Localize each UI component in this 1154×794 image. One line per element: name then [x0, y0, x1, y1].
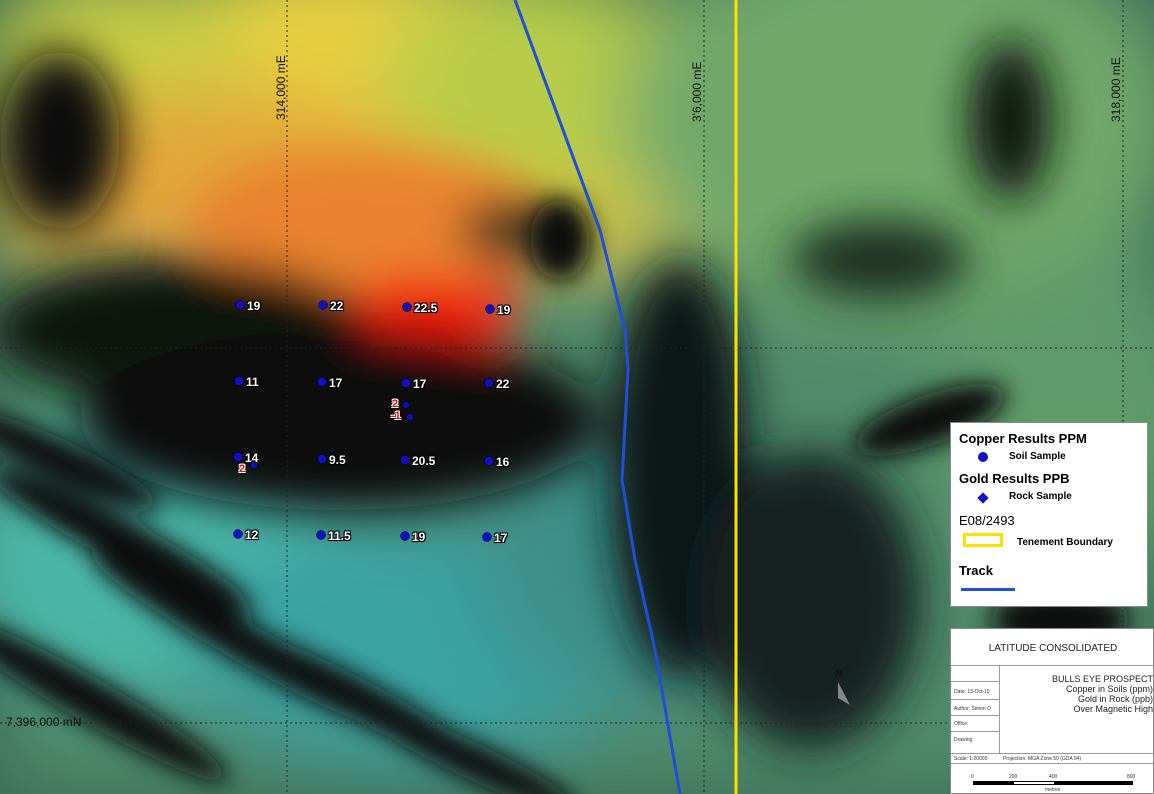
- copper-value-label: 17: [494, 531, 508, 545]
- track-line: [513, 0, 682, 794]
- track-symbol: [961, 588, 1015, 591]
- gold-value-label: -1: [391, 410, 401, 422]
- soil-sample-marker: [402, 302, 412, 312]
- legend-gold-title: Gold Results PPB: [959, 471, 1070, 486]
- scale-tick-label: 800: [1127, 774, 1136, 780]
- north-label: N: [835, 669, 843, 680]
- scale-tick-label: 200: [1009, 774, 1018, 780]
- soil-sample-symbol: [978, 452, 988, 462]
- soil-sample-marker: [317, 454, 327, 464]
- title-line-2: Gold in Rock (ppb): [1077, 694, 1153, 704]
- easting-label: 3'6,000 mE: [690, 61, 704, 122]
- scale-unit: metres: [1045, 787, 1061, 793]
- easting-label: 318,000 mE: [1109, 57, 1123, 122]
- rock-sample-marker: [407, 414, 413, 420]
- scale-tick-label: 0: [971, 774, 974, 780]
- soil-sample-marker: [317, 377, 327, 387]
- copper-value-label: 12: [245, 528, 259, 542]
- soil-sample-marker: [316, 530, 326, 540]
- rock-sample-marker: [251, 462, 257, 468]
- scale-bar: [973, 781, 1133, 785]
- tenement-boundary-symbol: [963, 533, 1003, 547]
- copper-value-label: 19: [412, 530, 426, 544]
- copper-value-label: 11.5: [328, 529, 351, 543]
- soil-sample-marker: [234, 376, 244, 386]
- north-arrow-icon: [826, 682, 850, 705]
- scale-tick-label: 400: [1049, 774, 1058, 780]
- prospect-title: BULLS EYE PROSPECT: [1051, 674, 1153, 684]
- copper-value-label: 19: [247, 299, 261, 313]
- copper-value-label: 16: [496, 455, 510, 469]
- gold-value-label: 2: [392, 398, 399, 410]
- northing-label: 7,396,000 mN: [6, 715, 82, 729]
- soil-sample-marker: [482, 532, 492, 542]
- title-block: LATITUDE CONSOLIDATED BULLS EYE PROSPECT…: [950, 628, 1154, 794]
- soil-sample-marker: [484, 378, 494, 388]
- soil-sample-marker: [484, 456, 494, 466]
- soil-sample-marker: [318, 300, 328, 310]
- rock-sample-marker: [403, 402, 409, 408]
- author-field: Author: Simon O: [954, 706, 991, 712]
- copper-value-label: 20.5: [412, 454, 436, 468]
- title-line-3: Over Magnetic High: [1073, 704, 1153, 714]
- projection-field: Projection: MGA Zone 50 (GDA 94): [1003, 756, 1082, 762]
- map-legend: Copper Results PPM Soil Sample Gold Resu…: [950, 422, 1148, 607]
- legend-soil-sample: Soil Sample: [1009, 451, 1066, 462]
- copper-value-label: 17: [413, 377, 427, 391]
- copper-value-label: 11: [246, 375, 259, 389]
- copper-value-label: 17: [329, 376, 343, 390]
- easting-label: 314,000 mE: [274, 55, 288, 120]
- legend-copper-title: Copper Results PPM: [959, 431, 1087, 446]
- gold-value-label: 2: [239, 463, 246, 475]
- legend-track-title: Track: [959, 563, 993, 578]
- title-line-1: Copper in Soils (ppm): [1065, 684, 1153, 694]
- soil-sample-marker: [233, 452, 243, 462]
- copper-value-label: 19: [497, 303, 511, 317]
- soil-sample-marker: [233, 529, 243, 539]
- copper-value-label: 14: [245, 451, 259, 465]
- copper-value-label: 22.5: [414, 301, 438, 315]
- company-name: LATITUDE CONSOLIDATED: [988, 643, 1118, 654]
- legend-tenement-boundary: Tenement Boundary: [1017, 537, 1113, 548]
- copper-value-label: 22: [330, 299, 344, 313]
- scale-field: Scale: 1:20000: [954, 756, 988, 762]
- copper-value-label: 22: [496, 377, 510, 391]
- office-field: Office:: [954, 721, 969, 727]
- legend-tenement-id: E08/2493: [959, 513, 1015, 528]
- copper-value-label: 9.5: [329, 453, 346, 467]
- rock-sample-symbol: [977, 492, 989, 504]
- soil-sample-marker: [400, 531, 410, 541]
- date-field: Date: 13-Oct-10: [954, 689, 990, 695]
- legend-rock-sample: Rock Sample: [1009, 491, 1072, 502]
- soil-sample-marker: [401, 378, 411, 388]
- drawing-field: Drawing:: [954, 737, 974, 743]
- soil-sample-marker: [235, 300, 245, 310]
- soil-sample-marker: [485, 304, 495, 314]
- soil-sample-marker: [400, 455, 410, 465]
